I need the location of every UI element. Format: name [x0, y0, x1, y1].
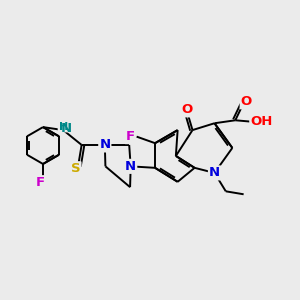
Text: H: H — [58, 122, 68, 131]
Text: N: N — [99, 138, 110, 152]
Text: N: N — [125, 160, 136, 173]
Text: O: O — [181, 103, 192, 116]
Text: F: F — [125, 130, 135, 143]
Text: F: F — [35, 176, 45, 189]
Text: N: N — [209, 167, 220, 179]
Text: OH: OH — [250, 115, 273, 128]
Text: O: O — [241, 95, 252, 108]
Text: N: N — [61, 122, 72, 135]
Text: S: S — [71, 162, 80, 175]
